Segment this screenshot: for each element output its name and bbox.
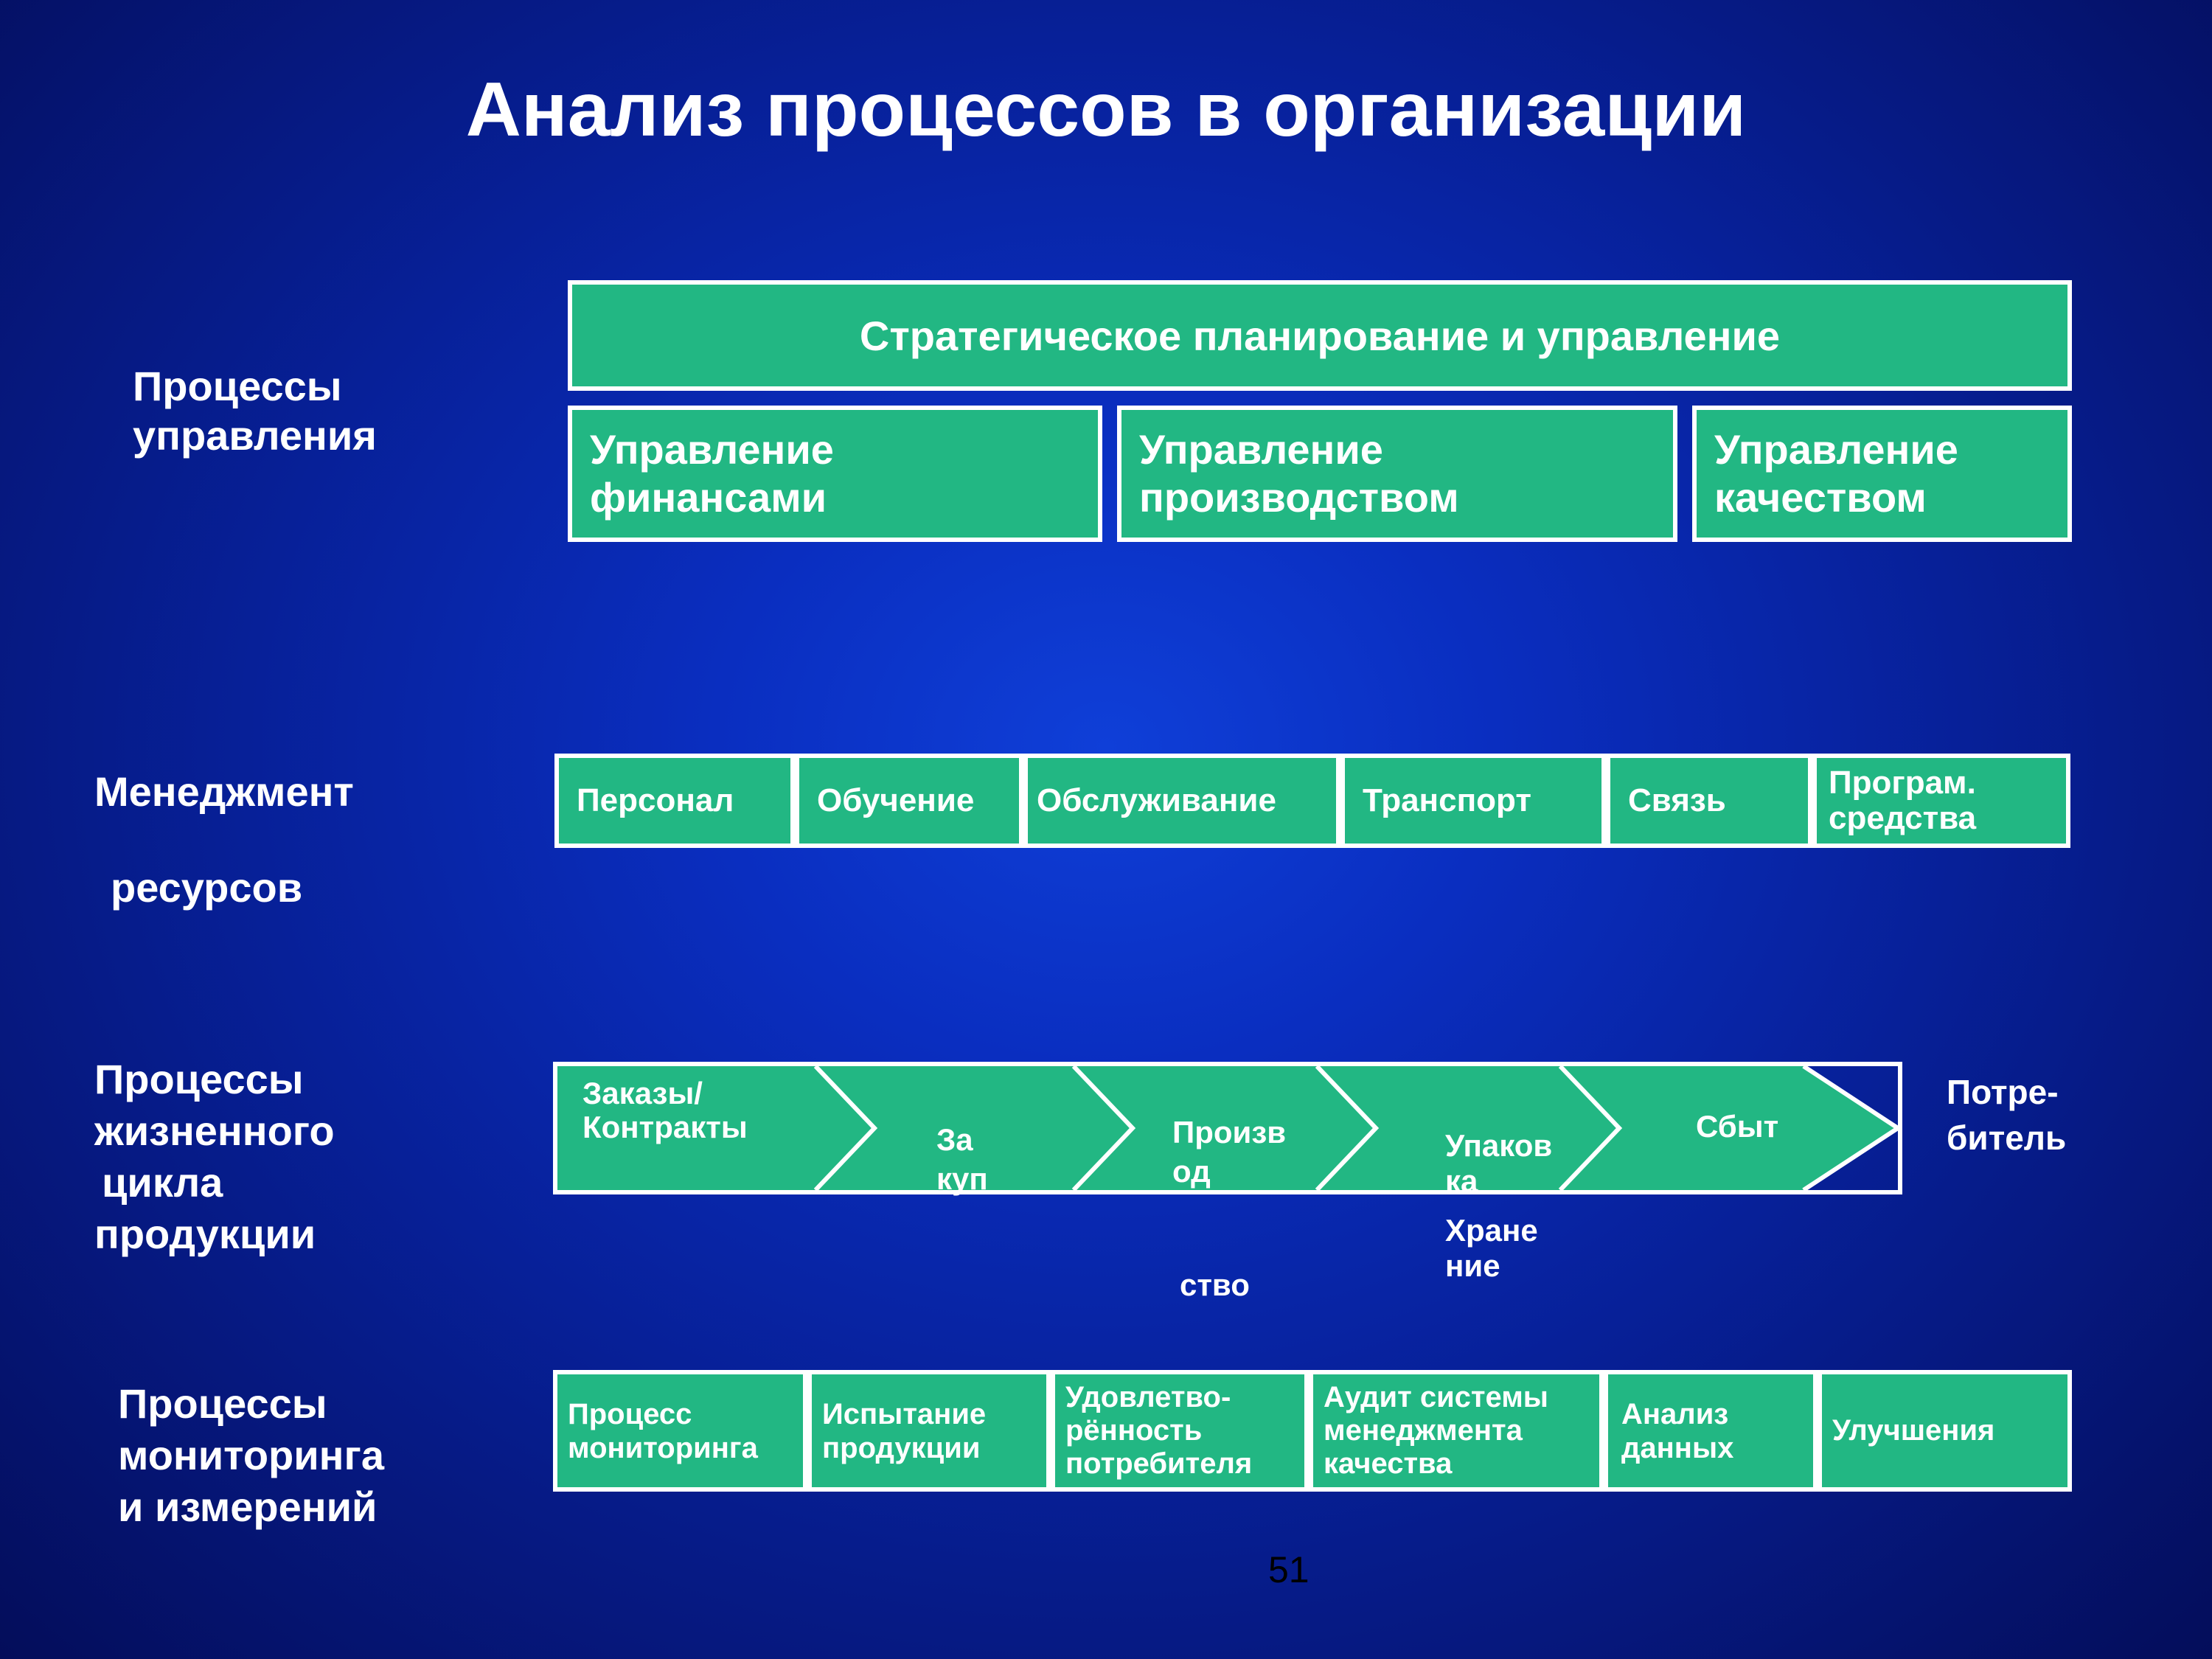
box-strategic: Стратегическое планирование и управление — [568, 280, 2072, 391]
box-monitoring-process: Процесс мониторинга — [553, 1370, 807, 1492]
box-testing: Испытание продукции — [807, 1370, 1051, 1492]
page-number: 51 — [1268, 1548, 1310, 1591]
box-analysis: Анализ данных — [1604, 1370, 1818, 1492]
side-label-monitoring-2: мониторинга — [118, 1430, 384, 1480]
box-maintenance: Обслуживание — [1023, 754, 1340, 848]
side-label-resources-1: Менеджмент — [94, 767, 354, 816]
box-comm: Связь — [1606, 754, 1812, 848]
side-label-lifecycle-3: цикла — [102, 1158, 223, 1207]
box-audit: Аудит системы менеджмента качества — [1309, 1370, 1604, 1492]
chevron-label-production: Произв од — [1172, 1113, 1357, 1191]
chevron-label-orders: Заказы/ Контракты — [582, 1077, 818, 1144]
consumer-label: Потре- битель — [1947, 1069, 2066, 1161]
page-title: Анализ процессов в организации — [0, 66, 2212, 154]
chevron-label-purchase: За куп — [936, 1121, 995, 1198]
side-label-lifecycle-4: продукции — [94, 1209, 316, 1259]
side-label-resources-2: ресурсов — [111, 863, 302, 912]
box-production-mgmt: Управление производством — [1117, 406, 1677, 542]
box-finance: Управление финансами — [568, 406, 1102, 542]
chevron-label-storage: Хране ние — [1445, 1213, 1607, 1284]
chevron-label-production-tail: ство — [1180, 1268, 1250, 1302]
box-improvements: Улучшения — [1818, 1370, 2072, 1492]
box-training: Обучение — [795, 754, 1023, 848]
chevron-label-sales: Сбыт — [1696, 1110, 1778, 1144]
box-quality-mgmt: Управление качеством — [1692, 406, 2072, 542]
box-software: Програм. средства — [1812, 754, 2070, 848]
box-personnel: Персонал — [554, 754, 795, 848]
side-label-monitoring-1: Процессы — [118, 1379, 327, 1428]
box-satisfaction: Удовлетво-рённость потребителя — [1051, 1370, 1309, 1492]
chevron-label-packaging: Упаков ка — [1445, 1128, 1607, 1200]
side-label-lifecycle-1: Процессы — [94, 1054, 304, 1104]
box-transport: Транспорт — [1340, 754, 1606, 848]
side-label-monitoring-3: и измерений — [118, 1482, 377, 1531]
side-label-management: Процессы управления — [133, 361, 516, 460]
side-label-lifecycle-2: жизненного — [94, 1106, 335, 1155]
